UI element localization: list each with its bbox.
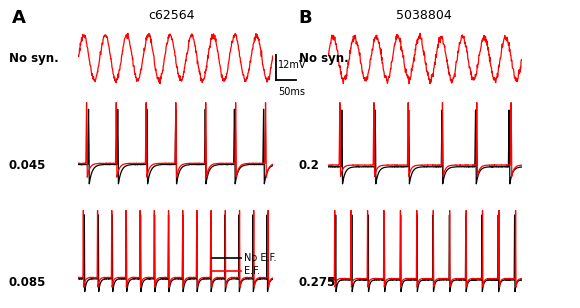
Text: No syn.: No syn.: [299, 52, 349, 65]
Text: 12mV: 12mV: [278, 60, 307, 70]
Text: 5038804: 5038804: [396, 9, 451, 22]
Text: 0.045: 0.045: [9, 159, 46, 172]
Text: No syn.: No syn.: [9, 52, 59, 65]
Text: E.F.: E.F.: [244, 266, 260, 276]
Text: No E.F.: No E.F.: [244, 253, 276, 263]
Text: 0.085: 0.085: [9, 276, 46, 289]
Text: 50ms: 50ms: [278, 87, 306, 97]
Text: A: A: [12, 9, 26, 27]
Text: c62564: c62564: [148, 9, 194, 22]
Text: B: B: [299, 9, 312, 27]
Text: 0.275: 0.275: [299, 276, 336, 289]
Text: 0.2: 0.2: [299, 159, 320, 172]
